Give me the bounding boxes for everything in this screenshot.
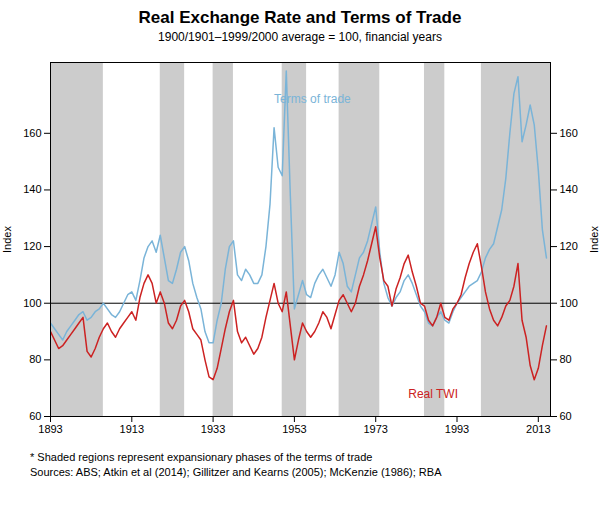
svg-text:60: 60 xyxy=(29,410,41,422)
svg-text:1973: 1973 xyxy=(363,423,387,435)
svg-text:140: 140 xyxy=(560,183,578,195)
svg-text:160: 160 xyxy=(23,127,41,139)
svg-text:Real TWI: Real TWI xyxy=(408,387,458,401)
svg-text:100: 100 xyxy=(23,297,41,309)
svg-text:2013: 2013 xyxy=(526,423,550,435)
svg-text:160: 160 xyxy=(560,127,578,139)
html-text:Sources: ABS; Atkin et al (201: Sources: ABS; Atkin et al (2014); Gillit… xyxy=(30,466,442,478)
svg-text:80: 80 xyxy=(29,353,41,365)
svg-text:Index: Index xyxy=(1,226,13,253)
svg-text:120: 120 xyxy=(23,240,41,252)
svg-text:60: 60 xyxy=(560,410,572,422)
svg-text:1893: 1893 xyxy=(38,423,62,435)
svg-text:Terms of trade: Terms of trade xyxy=(274,92,351,106)
svg-text:Index: Index xyxy=(588,226,600,253)
svg-text:1953: 1953 xyxy=(282,423,306,435)
svg-text:140: 140 xyxy=(23,183,41,195)
svg-text:1913: 1913 xyxy=(120,423,144,435)
svg-text:1933: 1933 xyxy=(201,423,225,435)
svg-text:80: 80 xyxy=(560,353,572,365)
html-text:Real Exchange Rate and Terms o: Real Exchange Rate and Terms of Trade xyxy=(138,8,462,27)
html-text:* Shaded regions represent exp: * Shaded regions represent expansionary … xyxy=(30,451,373,463)
html-text:1900/1901–1999/2000 average =: 1900/1901–1999/2000 average = 100, finan… xyxy=(158,30,442,44)
svg-text:100: 100 xyxy=(560,297,578,309)
svg-text:1993: 1993 xyxy=(445,423,469,435)
svg-text:120: 120 xyxy=(560,240,578,252)
